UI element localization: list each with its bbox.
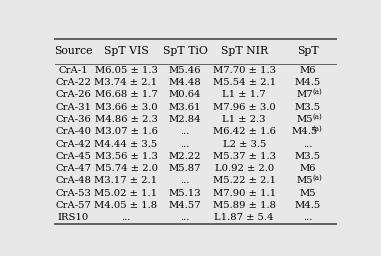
Text: CrA-22: CrA-22 bbox=[55, 78, 91, 87]
Text: SpT VIS: SpT VIS bbox=[104, 46, 149, 56]
Text: M5: M5 bbox=[296, 176, 313, 185]
Text: L2 ± 3.5: L2 ± 3.5 bbox=[223, 140, 266, 148]
Text: M2.84: M2.84 bbox=[169, 115, 202, 124]
Text: (a): (a) bbox=[312, 125, 322, 133]
Text: M0.64: M0.64 bbox=[169, 90, 202, 99]
Text: (a): (a) bbox=[312, 113, 322, 121]
Text: M7: M7 bbox=[296, 90, 313, 99]
Text: SpT: SpT bbox=[297, 46, 319, 56]
Text: ...: ... bbox=[122, 213, 131, 222]
Text: L0.92 ± 2.0: L0.92 ± 2.0 bbox=[215, 164, 274, 173]
Text: M3.74 ± 2.1: M3.74 ± 2.1 bbox=[94, 78, 158, 87]
Text: ...: ... bbox=[181, 176, 190, 185]
Text: M4.86 ± 2.3: M4.86 ± 2.3 bbox=[94, 115, 157, 124]
Text: M3.56 ± 1.3: M3.56 ± 1.3 bbox=[94, 152, 157, 161]
Text: M3.5: M3.5 bbox=[295, 152, 321, 161]
Text: M4.5: M4.5 bbox=[295, 201, 321, 210]
Text: Source: Source bbox=[54, 46, 93, 56]
Text: M5: M5 bbox=[299, 189, 316, 198]
Text: CrA-57: CrA-57 bbox=[55, 201, 91, 210]
Text: M7.90 ± 1.1: M7.90 ± 1.1 bbox=[213, 189, 276, 198]
Text: ...: ... bbox=[303, 140, 312, 148]
Text: M4.44 ± 3.5: M4.44 ± 3.5 bbox=[94, 140, 158, 148]
Text: M5.54 ± 2.1: M5.54 ± 2.1 bbox=[213, 78, 276, 87]
Text: M5.74 ± 2.0: M5.74 ± 2.0 bbox=[94, 164, 158, 173]
Text: M4.5: M4.5 bbox=[295, 78, 321, 87]
Text: SpT TiO: SpT TiO bbox=[163, 46, 208, 56]
Text: M6: M6 bbox=[299, 164, 316, 173]
Text: M4.5: M4.5 bbox=[291, 127, 318, 136]
Text: CrA-42: CrA-42 bbox=[55, 140, 91, 148]
Text: M7.70 ± 1.3: M7.70 ± 1.3 bbox=[213, 66, 276, 75]
Text: M5: M5 bbox=[296, 115, 313, 124]
Text: M4.05 ± 1.8: M4.05 ± 1.8 bbox=[94, 201, 158, 210]
Text: ...: ... bbox=[181, 140, 190, 148]
Text: CrA-26: CrA-26 bbox=[55, 90, 91, 99]
Text: CrA-48: CrA-48 bbox=[55, 176, 91, 185]
Text: CrA-1: CrA-1 bbox=[59, 66, 88, 75]
Text: M6.05 ± 1.3: M6.05 ± 1.3 bbox=[94, 66, 157, 75]
Text: M5.22 ± 2.1: M5.22 ± 2.1 bbox=[213, 176, 276, 185]
Text: L1 ± 2.3: L1 ± 2.3 bbox=[223, 115, 266, 124]
Text: M6.68 ± 1.7: M6.68 ± 1.7 bbox=[95, 90, 157, 99]
Text: ...: ... bbox=[181, 213, 190, 222]
Text: M3.61: M3.61 bbox=[169, 103, 202, 112]
Text: ...: ... bbox=[303, 213, 312, 222]
Text: CrA-31: CrA-31 bbox=[55, 103, 91, 112]
Text: CrA-45: CrA-45 bbox=[55, 152, 91, 161]
Text: L1.87 ± 5.4: L1.87 ± 5.4 bbox=[215, 213, 274, 222]
Text: CrA-36: CrA-36 bbox=[55, 115, 91, 124]
Text: M3.66 ± 3.0: M3.66 ± 3.0 bbox=[95, 103, 157, 112]
Text: M5.87: M5.87 bbox=[169, 164, 202, 173]
Text: (a): (a) bbox=[312, 88, 322, 96]
Text: L1 ± 1.7: L1 ± 1.7 bbox=[223, 90, 266, 99]
Text: M3.17 ± 2.1: M3.17 ± 2.1 bbox=[94, 176, 158, 185]
Text: CrA-47: CrA-47 bbox=[55, 164, 91, 173]
Text: SpT NIR: SpT NIR bbox=[221, 46, 268, 56]
Text: M5.89 ± 1.8: M5.89 ± 1.8 bbox=[213, 201, 276, 210]
Text: M6.42 ± 1.6: M6.42 ± 1.6 bbox=[213, 127, 276, 136]
Text: M7.96 ± 3.0: M7.96 ± 3.0 bbox=[213, 103, 275, 112]
Text: CrA-53: CrA-53 bbox=[55, 189, 91, 198]
Text: M3.07 ± 1.6: M3.07 ± 1.6 bbox=[94, 127, 157, 136]
Text: IRS10: IRS10 bbox=[58, 213, 89, 222]
Text: CrA-40: CrA-40 bbox=[55, 127, 91, 136]
Text: M3.5: M3.5 bbox=[295, 103, 321, 112]
Text: M4.48: M4.48 bbox=[169, 78, 202, 87]
Text: M5.37 ± 1.3: M5.37 ± 1.3 bbox=[213, 152, 276, 161]
Text: (a): (a) bbox=[312, 174, 322, 182]
Text: M5.13: M5.13 bbox=[169, 189, 202, 198]
Text: M5.46: M5.46 bbox=[169, 66, 202, 75]
Text: ...: ... bbox=[181, 127, 190, 136]
Text: M5.02 ± 1.1: M5.02 ± 1.1 bbox=[94, 189, 158, 198]
Text: M6: M6 bbox=[299, 66, 316, 75]
Text: M2.22: M2.22 bbox=[169, 152, 202, 161]
Text: M4.57: M4.57 bbox=[169, 201, 202, 210]
